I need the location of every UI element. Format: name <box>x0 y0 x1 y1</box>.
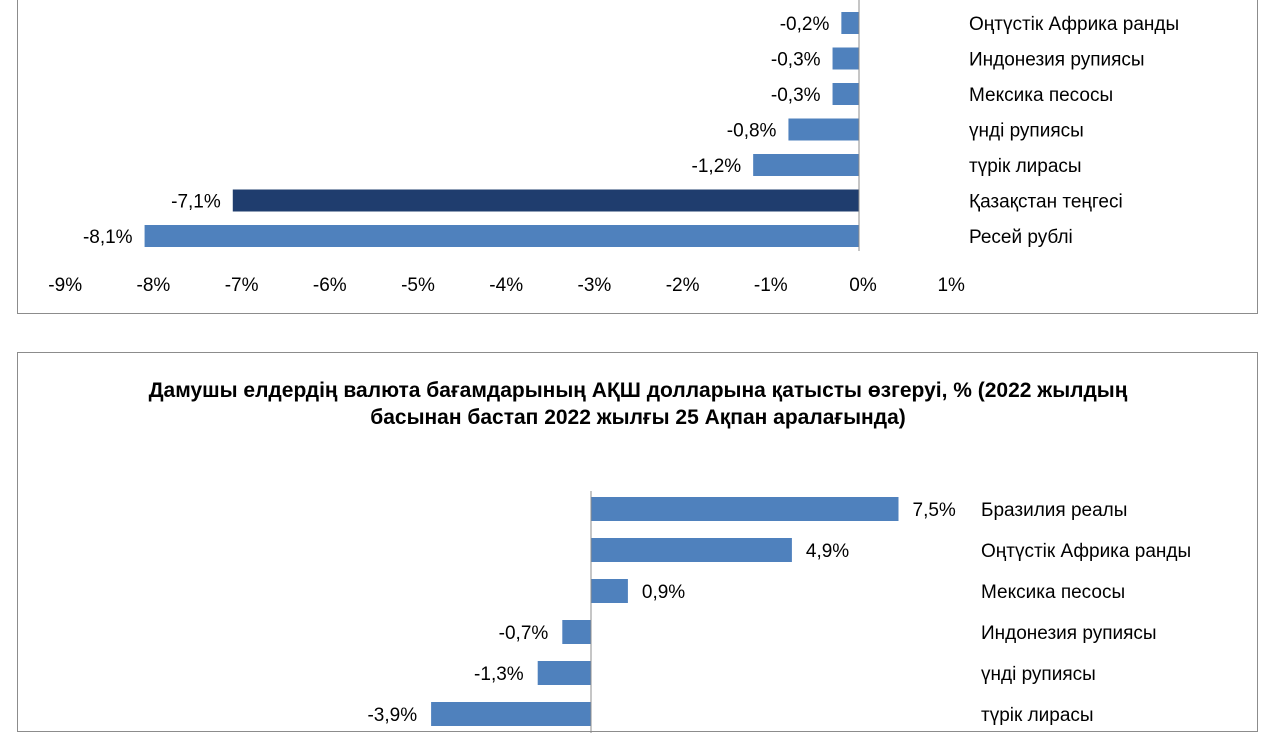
bar <box>753 154 859 176</box>
bar <box>832 47 859 70</box>
bar <box>562 620 591 644</box>
bar <box>832 83 859 105</box>
x-tick-label: -7% <box>225 275 259 296</box>
data-label: -0,2% <box>780 14 830 35</box>
data-label: -0,8% <box>727 121 777 142</box>
category-label: Мексика песосы <box>981 582 1125 603</box>
data-label: -0,7% <box>499 623 549 644</box>
data-label: -0,3% <box>771 85 821 106</box>
category-label: Оңтүстік Африка ранды <box>969 14 1179 35</box>
x-tick-label: -6% <box>313 275 347 296</box>
data-label: 0,9% <box>642 582 685 603</box>
x-tick-label: 0% <box>849 275 877 296</box>
category-label: Мексика песосы <box>969 85 1113 106</box>
x-tick-label: -8% <box>137 275 171 296</box>
data-label: -0,3% <box>771 50 821 71</box>
x-tick-label: -9% <box>48 275 82 296</box>
category-label: түрік лирасы <box>981 705 1094 726</box>
x-tick-label: 1% <box>937 275 965 296</box>
x-tick-label: -3% <box>578 275 612 296</box>
bar <box>591 497 899 521</box>
bar <box>591 538 792 562</box>
bar <box>431 702 591 726</box>
chart-top-frame: -0,2% Оңтүстік Африка ранды -0,3% Индонезия… <box>17 0 1258 314</box>
x-tick-label: -2% <box>666 275 700 296</box>
data-label: -8,1% <box>83 227 133 248</box>
x-tick-label: -5% <box>401 275 435 296</box>
chart-bottom-frame: Дамушы елдердің валюта бағамдарының АҚШ … <box>17 352 1258 733</box>
category-label: Индонезия рупиясы <box>969 50 1145 71</box>
data-label: -3,9% <box>367 705 417 726</box>
x-tick-label: -1% <box>754 275 788 296</box>
data-label: -7,1% <box>171 192 221 213</box>
category-label: Индонезия рупиясы <box>981 623 1157 644</box>
bar <box>591 579 628 603</box>
chart-bottom-plot: 7,5% Бразилия реалы 4,9% Оңтүстік Африка ра… <box>367 491 1191 733</box>
data-label: 4,9% <box>806 541 849 562</box>
chart-top-plot: -0,2% Оңтүстік Африка ранды -0,3% Индонезия… <box>48 0 1179 296</box>
x-tick-label: -4% <box>489 275 523 296</box>
category-label: үнді рупиясы <box>969 121 1084 142</box>
category-label: Ресей рублі <box>969 227 1073 248</box>
category-label: Қазақстан теңгесі <box>969 192 1123 213</box>
category-label: үнді рупиясы <box>981 664 1096 685</box>
data-label: -1,2% <box>692 156 742 177</box>
data-label: -1,3% <box>474 664 524 685</box>
data-label: 7,5% <box>913 500 956 521</box>
category-label: түрік лирасы <box>969 156 1082 177</box>
bar <box>537 661 591 685</box>
category-label: Оңтүстік Африка ранды <box>981 541 1191 562</box>
bar <box>232 189 859 212</box>
bar <box>841 12 859 34</box>
bar <box>788 118 859 141</box>
category-label: Бразилия реалы <box>981 500 1127 521</box>
bar <box>144 225 859 247</box>
chart-bottom-title: Дамушы елдердің валюта бағамдарының АҚШ … <box>148 379 1128 429</box>
